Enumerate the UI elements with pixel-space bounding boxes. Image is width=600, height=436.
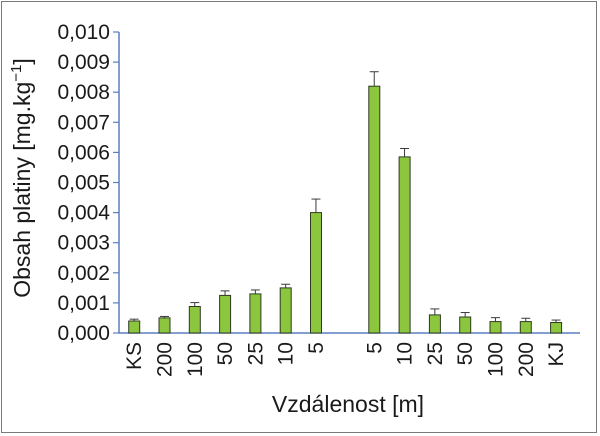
x-tick-label: 100 (484, 342, 507, 377)
bar (550, 322, 563, 334)
bar (519, 321, 532, 334)
x-tick-label: 10 (275, 342, 298, 365)
x-axis-title: Vzdálenost [m] (272, 391, 424, 417)
x-tick-label: 100 (184, 342, 207, 377)
x-tick-label: 50 (214, 342, 237, 365)
y-tick-label: 0,007 (57, 111, 110, 134)
y-tick-label: 0,004 (57, 202, 110, 225)
y-tick-label: 0,006 (57, 141, 110, 164)
bar (188, 306, 201, 334)
x-tick-labels: KS 200 100 50 25 10 5 5 10 25 50 100 200 KJ (123, 342, 568, 377)
bar (279, 287, 292, 334)
y-axis-title-close: ] (9, 58, 35, 64)
x-tick-label: KJ (545, 342, 568, 367)
x-tick-label: KS (123, 342, 146, 370)
y-axis-title-main: Obsah platiny [mg.kg (9, 82, 35, 298)
bar (158, 317, 171, 334)
x-tick-label: 200 (515, 342, 538, 377)
y-axis: 0,000 0,001 0,002 0,003 0,004 0,005 0,006 0,007… (57, 21, 580, 345)
x-tick-label: 10 (394, 342, 417, 365)
y-tick-label: 0,000 (57, 322, 110, 345)
bar (310, 212, 322, 334)
y-axis-title-superscript: −1 (8, 65, 25, 82)
x-tick-label: 200 (153, 342, 176, 377)
bars (128, 71, 563, 334)
y-tick-label: 0,005 (57, 172, 110, 195)
y-tick-label: 0,010 (57, 21, 110, 44)
bar (219, 294, 232, 334)
y-tick-label: 0,009 (57, 51, 110, 74)
x-tick-label: 25 (424, 342, 447, 365)
bar (249, 293, 262, 334)
y-tick-label: 0,008 (57, 81, 110, 104)
y-tick-label: 0,002 (57, 262, 110, 285)
x-tick-label: 25 (244, 342, 267, 365)
bar (368, 85, 381, 334)
x-tick-label: 50 (454, 342, 477, 365)
x-tick-label: 5 (305, 342, 328, 354)
bar (489, 321, 502, 334)
bar (428, 314, 441, 334)
bar (459, 316, 472, 334)
bar (128, 320, 141, 334)
y-tick-label: 0,003 (57, 232, 110, 255)
x-tick-label: 5 (363, 342, 386, 354)
bar (398, 156, 411, 334)
y-tick-label: 0,001 (57, 292, 110, 315)
y-axis-title: Obsah platiny [mg.kg−1] (8, 58, 35, 298)
